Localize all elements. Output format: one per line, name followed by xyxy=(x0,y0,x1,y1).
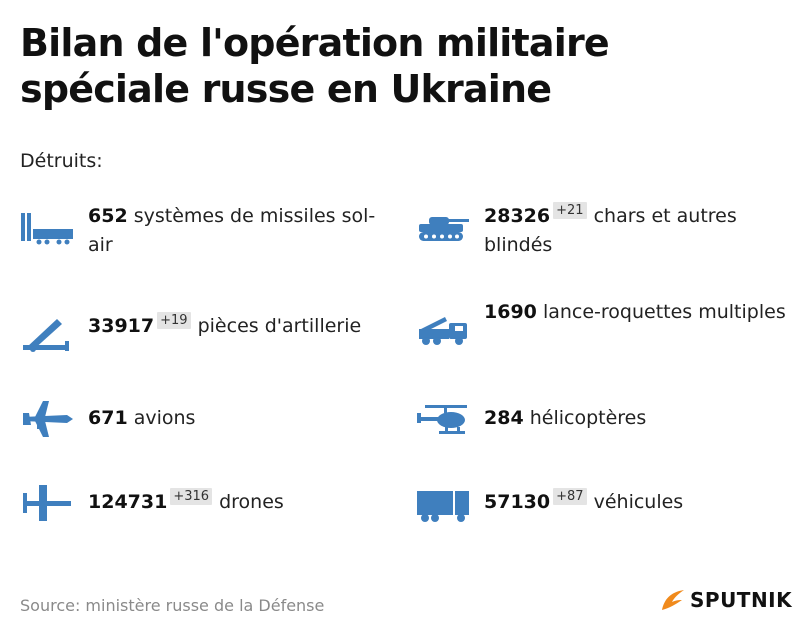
sputnik-logo: SPUTNIK xyxy=(660,588,792,612)
stat-delta-badge: +21 xyxy=(553,202,587,219)
stat-text: 33917 +19 pièces d'artillerie xyxy=(88,310,398,341)
stat-value: 33917 xyxy=(88,315,155,337)
stat-label: chars et autres blindés xyxy=(484,205,737,256)
stat-text: 284 hélicoptères xyxy=(484,396,794,433)
stat-text: 124731 +316 drones xyxy=(88,480,398,517)
stat-delta-badge: +87 xyxy=(553,488,587,505)
stat-label: lance-roquettes multiples xyxy=(542,301,786,323)
brand-name: SPUTNIK xyxy=(690,588,793,612)
stat-value: 28326 xyxy=(484,205,551,227)
stat-value: 124731 xyxy=(88,491,168,513)
stat-text: 671 avions xyxy=(88,396,398,433)
stat-label: hélicoptères xyxy=(529,407,647,429)
truck-icon xyxy=(414,480,472,526)
stat-value: 284 xyxy=(484,407,524,429)
stat-delta-badge: +19 xyxy=(157,312,191,329)
page-title: Bilan de l'opération militaire spéciale … xyxy=(20,21,610,111)
sputnik-mark-icon xyxy=(662,590,684,610)
stat-value: 1690 xyxy=(484,301,537,323)
stat-item-tanks: 28326 +21 chars et autres blindés xyxy=(414,202,794,260)
stat-value: 57130 xyxy=(484,491,551,513)
stat-item-vehicles: 57130 +87 véhicules xyxy=(414,480,794,526)
stat-text: 652 systèmes de missiles sol-air xyxy=(88,202,398,260)
stat-text: 1690 lance-roquettes multiples xyxy=(484,298,794,327)
airplane-icon xyxy=(18,396,76,442)
stat-label: drones xyxy=(219,491,284,513)
drone-icon xyxy=(18,480,76,526)
stat-text: 57130 +87 véhicules xyxy=(484,480,794,517)
stat-text: 28326 +21 chars et autres blindés xyxy=(484,202,794,260)
stat-label: véhicules xyxy=(593,491,684,513)
rocket-launcher-truck-icon xyxy=(414,304,472,350)
tank-icon xyxy=(414,202,472,248)
source-note: Source: ministère russe de la Défense xyxy=(20,596,325,615)
stat-value: 652 xyxy=(88,205,128,227)
stat-item-artillery: 33917 +19 pièces d'artillerie xyxy=(18,310,398,356)
stat-value: 671 xyxy=(88,407,128,429)
destroyed-label: Détruits: xyxy=(20,150,103,172)
helicopter-icon xyxy=(414,396,472,442)
stat-item-drones: 124731 +316 drones xyxy=(18,480,398,526)
stat-item-missile-systems: 652 systèmes de missiles sol-air xyxy=(18,202,398,260)
stat-item-helicopters: 284 hélicoptères xyxy=(414,396,794,442)
stat-delta-badge: +316 xyxy=(170,488,213,505)
artillery-icon xyxy=(18,310,76,356)
stat-label: avions xyxy=(133,407,196,429)
stat-item-airplanes: 671 avions xyxy=(18,396,398,442)
stat-label: pièces d'artillerie xyxy=(197,315,362,337)
stat-item-rocket-launchers: 1690 lance-roquettes multiples xyxy=(414,298,794,350)
missile-launcher-icon xyxy=(18,202,76,248)
stat-label: systèmes de missiles sol-air xyxy=(88,205,376,256)
